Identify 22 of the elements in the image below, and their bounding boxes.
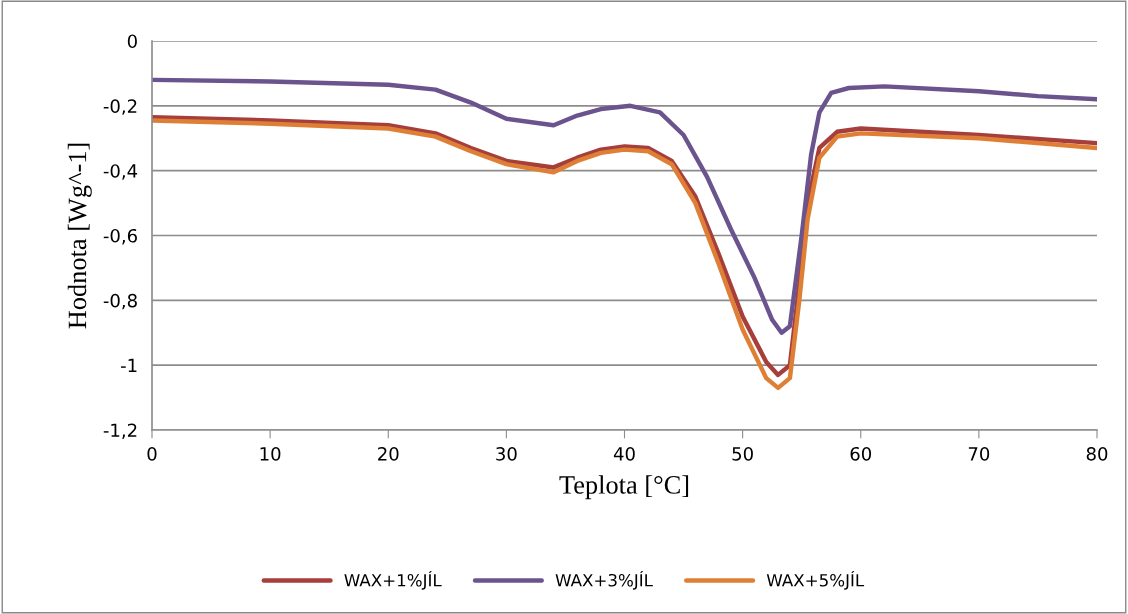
x-tick-label: 40 (613, 446, 635, 461)
legend-label: WAX+1%JÍL (344, 570, 442, 590)
x-tick-label: 50 (732, 446, 753, 461)
y-tick-label: -0,2 (103, 99, 137, 115)
line-series (152, 77, 1097, 335)
x-axis-title: Teplota [°C] (559, 475, 689, 500)
x-tick-label: 10 (260, 446, 281, 461)
y-axis-title: Hodnota [Wg^-1] (67, 143, 92, 329)
y-tick-label: -0,8 (103, 293, 137, 310)
legend-label: WAX+5%JÍL (766, 570, 865, 590)
y-tick-label: 0 (127, 34, 137, 49)
x-tick-label: 30 (496, 446, 517, 461)
x-tick-label: 0 (147, 446, 157, 461)
legend-label: WAX+3%JÍL (555, 570, 653, 590)
y-tick-label: -0,4 (103, 164, 138, 180)
x-tick-label: 20 (378, 446, 399, 461)
x-tick-label: 60 (850, 446, 872, 461)
y-tick-label: -1,2 (103, 423, 137, 439)
x-tick-label: 80 (1086, 446, 1108, 461)
y-tick-label: -0,6 (103, 228, 137, 245)
y-tick-label: -1 (120, 358, 137, 373)
x-tick-label: 70 (968, 446, 990, 461)
